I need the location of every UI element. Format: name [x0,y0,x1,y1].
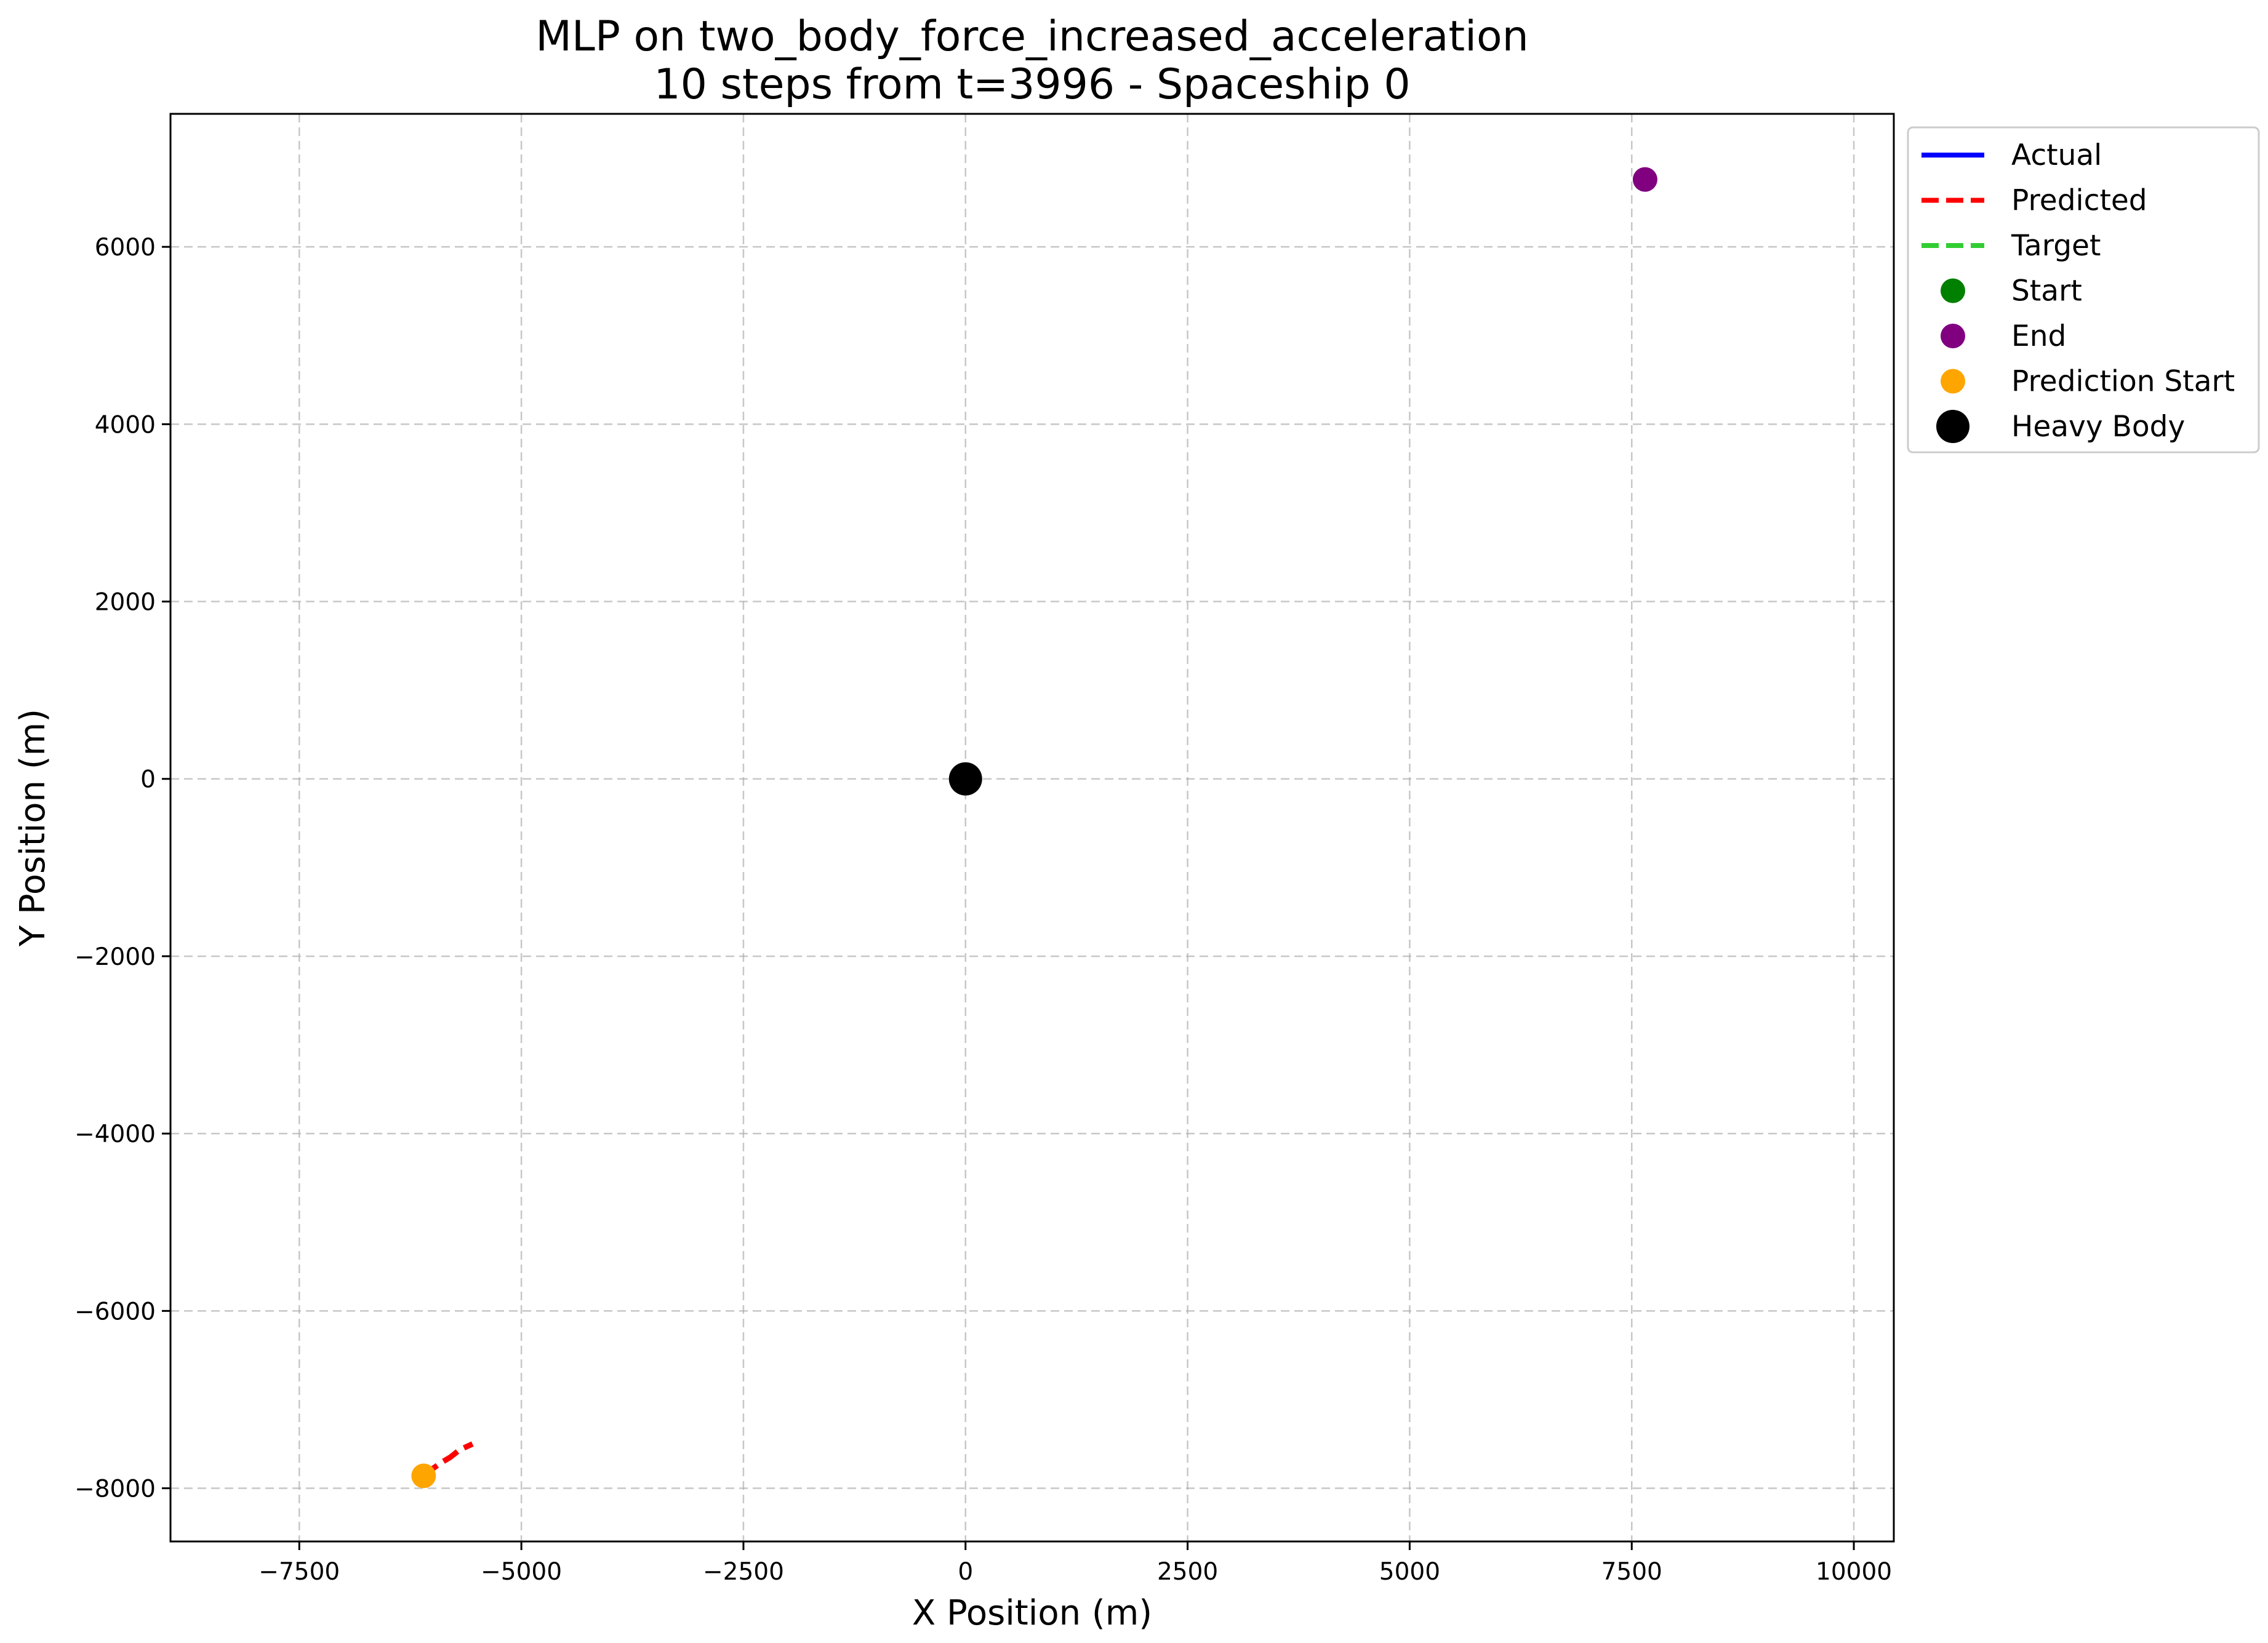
x-tick-label: 7500 [1601,1558,1662,1586]
legend: Actual Predicted Target Start End Prediction … [1907,126,2260,454]
legend-label-start: Start [2011,274,2082,308]
legend-label-predicted: Predicted [2011,184,2147,218]
x-axis-label: X Position (m) [912,1593,1152,1633]
y-tick-label: 2000 [95,589,156,617]
chart-title: MLP on two_body_force_increased_accelera… [535,12,1528,61]
x-tick-label: 0 [958,1558,973,1586]
y-tick-label: 6000 [95,234,156,262]
chart-subtitle: 10 steps from t=3996 - Spaceship 0 [654,60,1410,109]
y-tick-label: −8000 [74,1476,156,1503]
markers-layer [411,167,1657,1489]
legend-label-target: Target [2011,229,2101,263]
legend-swatch-heavy-body [1936,410,1969,443]
x-tick-label: 5000 [1379,1558,1440,1586]
y-tick-label: −4000 [74,1121,156,1148]
y-tick-label: 4000 [95,411,156,439]
legend-swatch-prediction-start [1941,369,1965,394]
marker-end [1632,167,1657,192]
y-axis-label: Y Position (m) [13,709,53,947]
grid-lines [170,114,1894,1541]
legend-swatch-end [1941,324,1965,348]
y-axis-ticks: −8000 −6000 −4000 −2000 0 2000 4000 6000 [74,234,170,1503]
legend-box [1907,126,2260,454]
legend-label-end: End [2011,319,2066,353]
plot-frame [169,113,1895,1543]
y-tick-label: −2000 [74,943,156,971]
legend-label-heavy-body: Heavy Body [2011,410,2185,444]
y-tick-label: 0 [140,766,156,794]
marker-heavy-body [948,762,982,796]
y-tick-label: −6000 [74,1298,156,1325]
x-tick-label: 2500 [1157,1558,1218,1586]
legend-swatch-start [1941,278,1965,303]
marker-prediction-start [411,1463,436,1489]
x-tick-label: −7500 [258,1558,340,1586]
legend-label-actual: Actual [2011,138,2102,172]
x-tick-label: −2500 [703,1558,784,1586]
x-axis-ticks: −7500 −5000 −2500 0 2500 5000 7500 10000 [258,1541,1892,1586]
legend-label-prediction-start: Prediction Start [2011,365,2235,399]
x-tick-label: 10000 [1816,1558,1892,1586]
x-tick-label: −5000 [481,1558,562,1586]
